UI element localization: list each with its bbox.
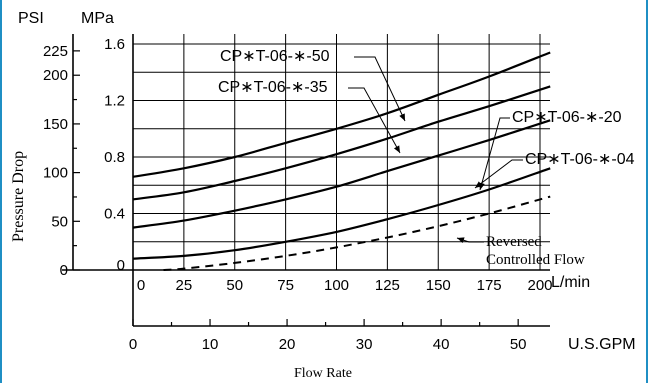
- lmin-tick-label: 0: [137, 277, 145, 294]
- series-04-line: [132, 167, 551, 260]
- lmin-tick-label: 50: [226, 277, 243, 294]
- series-label: CP∗T-06-∗-50: [220, 48, 330, 65]
- psi-tick-label: 50: [51, 213, 68, 230]
- series-label: CP∗T-06-∗-04: [525, 151, 635, 168]
- leader-arrowhead: [393, 145, 400, 153]
- gpm-tick-label: 20: [279, 336, 296, 353]
- series-20-line: [132, 119, 551, 229]
- lmin-tick-label: 75: [277, 277, 294, 294]
- leader-arrowhead: [399, 113, 405, 121]
- mpa-unit-label: MPa: [81, 10, 114, 27]
- gpm-tick-label: 50: [510, 336, 527, 353]
- y-axis-title: Pressure Drop: [10, 151, 27, 242]
- series-label: Reversed: [486, 234, 542, 250]
- mpa-tick-label: 1.6: [104, 36, 125, 53]
- series-label: CP∗T-06-∗-20: [512, 109, 622, 126]
- mpa-tick-label: 0: [117, 257, 125, 274]
- lmin-unit-label: L/min: [551, 274, 590, 291]
- psi-tick-label: 100: [43, 165, 68, 182]
- series-35-line: [132, 85, 551, 201]
- leader-line: [474, 159, 523, 189]
- leader-line: [354, 56, 406, 122]
- series-label: Controlled Flow: [486, 252, 585, 268]
- psi-unit-label: PSI: [18, 10, 44, 27]
- psi-tick-label: 200: [43, 67, 68, 84]
- lmin-tick-label: 200: [527, 277, 552, 294]
- axes: [62, 34, 550, 327]
- grid: [133, 34, 550, 270]
- gpm-tick-label: 40: [433, 336, 450, 353]
- series-lines: [132, 51, 551, 271]
- gpm-unit-label: U.S.GPM: [568, 336, 636, 353]
- lmin-tick-label: 125: [375, 277, 400, 294]
- lmin-tick-label: 175: [477, 277, 502, 294]
- gpm-tick-label: 10: [202, 336, 219, 353]
- annotations: CP∗T-06-∗-50 CP∗T-06-∗-35 CP∗T-06-∗-20 CP∗T…: [218, 48, 635, 268]
- leader-arrowhead: [457, 237, 465, 244]
- x-axis-title: Flow Rate: [294, 366, 352, 381]
- mpa-tick-label: 0.4: [104, 206, 125, 223]
- lmin-tick-label: 150: [426, 277, 451, 294]
- mpa-tick-label: 0.8: [104, 149, 125, 166]
- leader-line: [479, 117, 510, 191]
- gpm-tick-label: 0: [129, 336, 137, 353]
- gpm-tick-label: 30: [356, 336, 373, 353]
- leader-line: [348, 87, 401, 154]
- lmin-tick-label: 25: [176, 277, 193, 294]
- series-50-line: [132, 51, 551, 178]
- psi-tick-label: 225: [43, 43, 68, 60]
- psi-tick-label: 150: [43, 116, 68, 133]
- psi-tick-label: 0: [60, 262, 68, 279]
- series-label: CP∗T-06-∗-35: [218, 79, 328, 96]
- reversed-flow-line: [163, 195, 551, 271]
- mpa-tick-label: 1.2: [104, 93, 125, 110]
- lmin-tick-label: 100: [324, 277, 349, 294]
- leader-arrowhead: [475, 181, 483, 188]
